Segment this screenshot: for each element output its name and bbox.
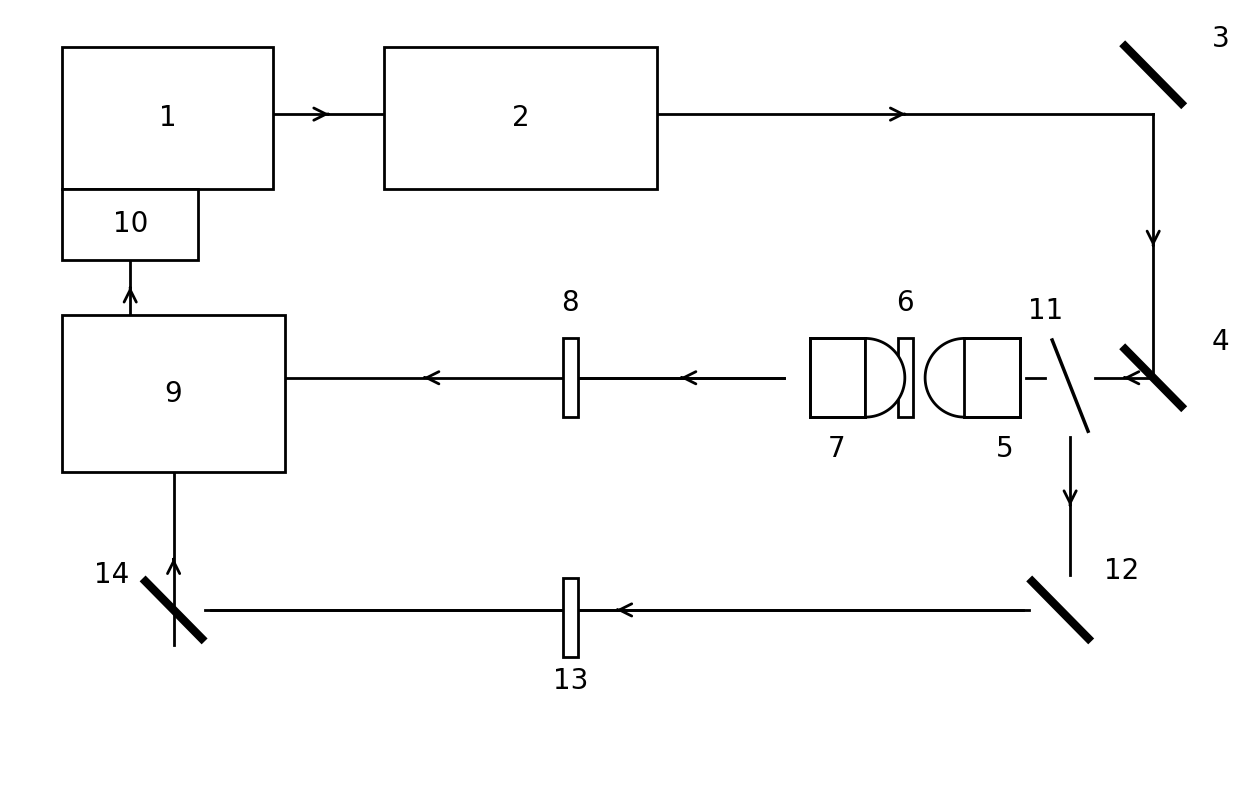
Text: 10: 10	[113, 210, 148, 238]
Text: 4: 4	[1211, 328, 1229, 357]
Bar	[384, 47, 657, 189]
Text: 12: 12	[1104, 556, 1138, 585]
Bar	[62, 47, 273, 189]
Bar	[62, 315, 285, 472]
Bar	[563, 578, 578, 657]
Text: 14: 14	[94, 560, 129, 589]
Bar	[898, 338, 913, 417]
Polygon shape	[925, 338, 965, 417]
Text: 7: 7	[828, 434, 846, 463]
Bar	[563, 338, 578, 417]
Polygon shape	[866, 338, 905, 417]
Text: 6: 6	[897, 289, 914, 317]
Text: 3: 3	[1211, 25, 1229, 54]
Text: 13: 13	[553, 667, 588, 695]
Text: 5: 5	[996, 434, 1013, 463]
Text: 1: 1	[159, 104, 176, 132]
Text: 8: 8	[562, 289, 579, 317]
Bar	[810, 338, 866, 417]
Bar	[62, 189, 198, 260]
Text: 9: 9	[165, 379, 182, 408]
Text: 2: 2	[512, 104, 529, 132]
Bar	[965, 338, 1021, 417]
Text: 11: 11	[1028, 297, 1063, 325]
